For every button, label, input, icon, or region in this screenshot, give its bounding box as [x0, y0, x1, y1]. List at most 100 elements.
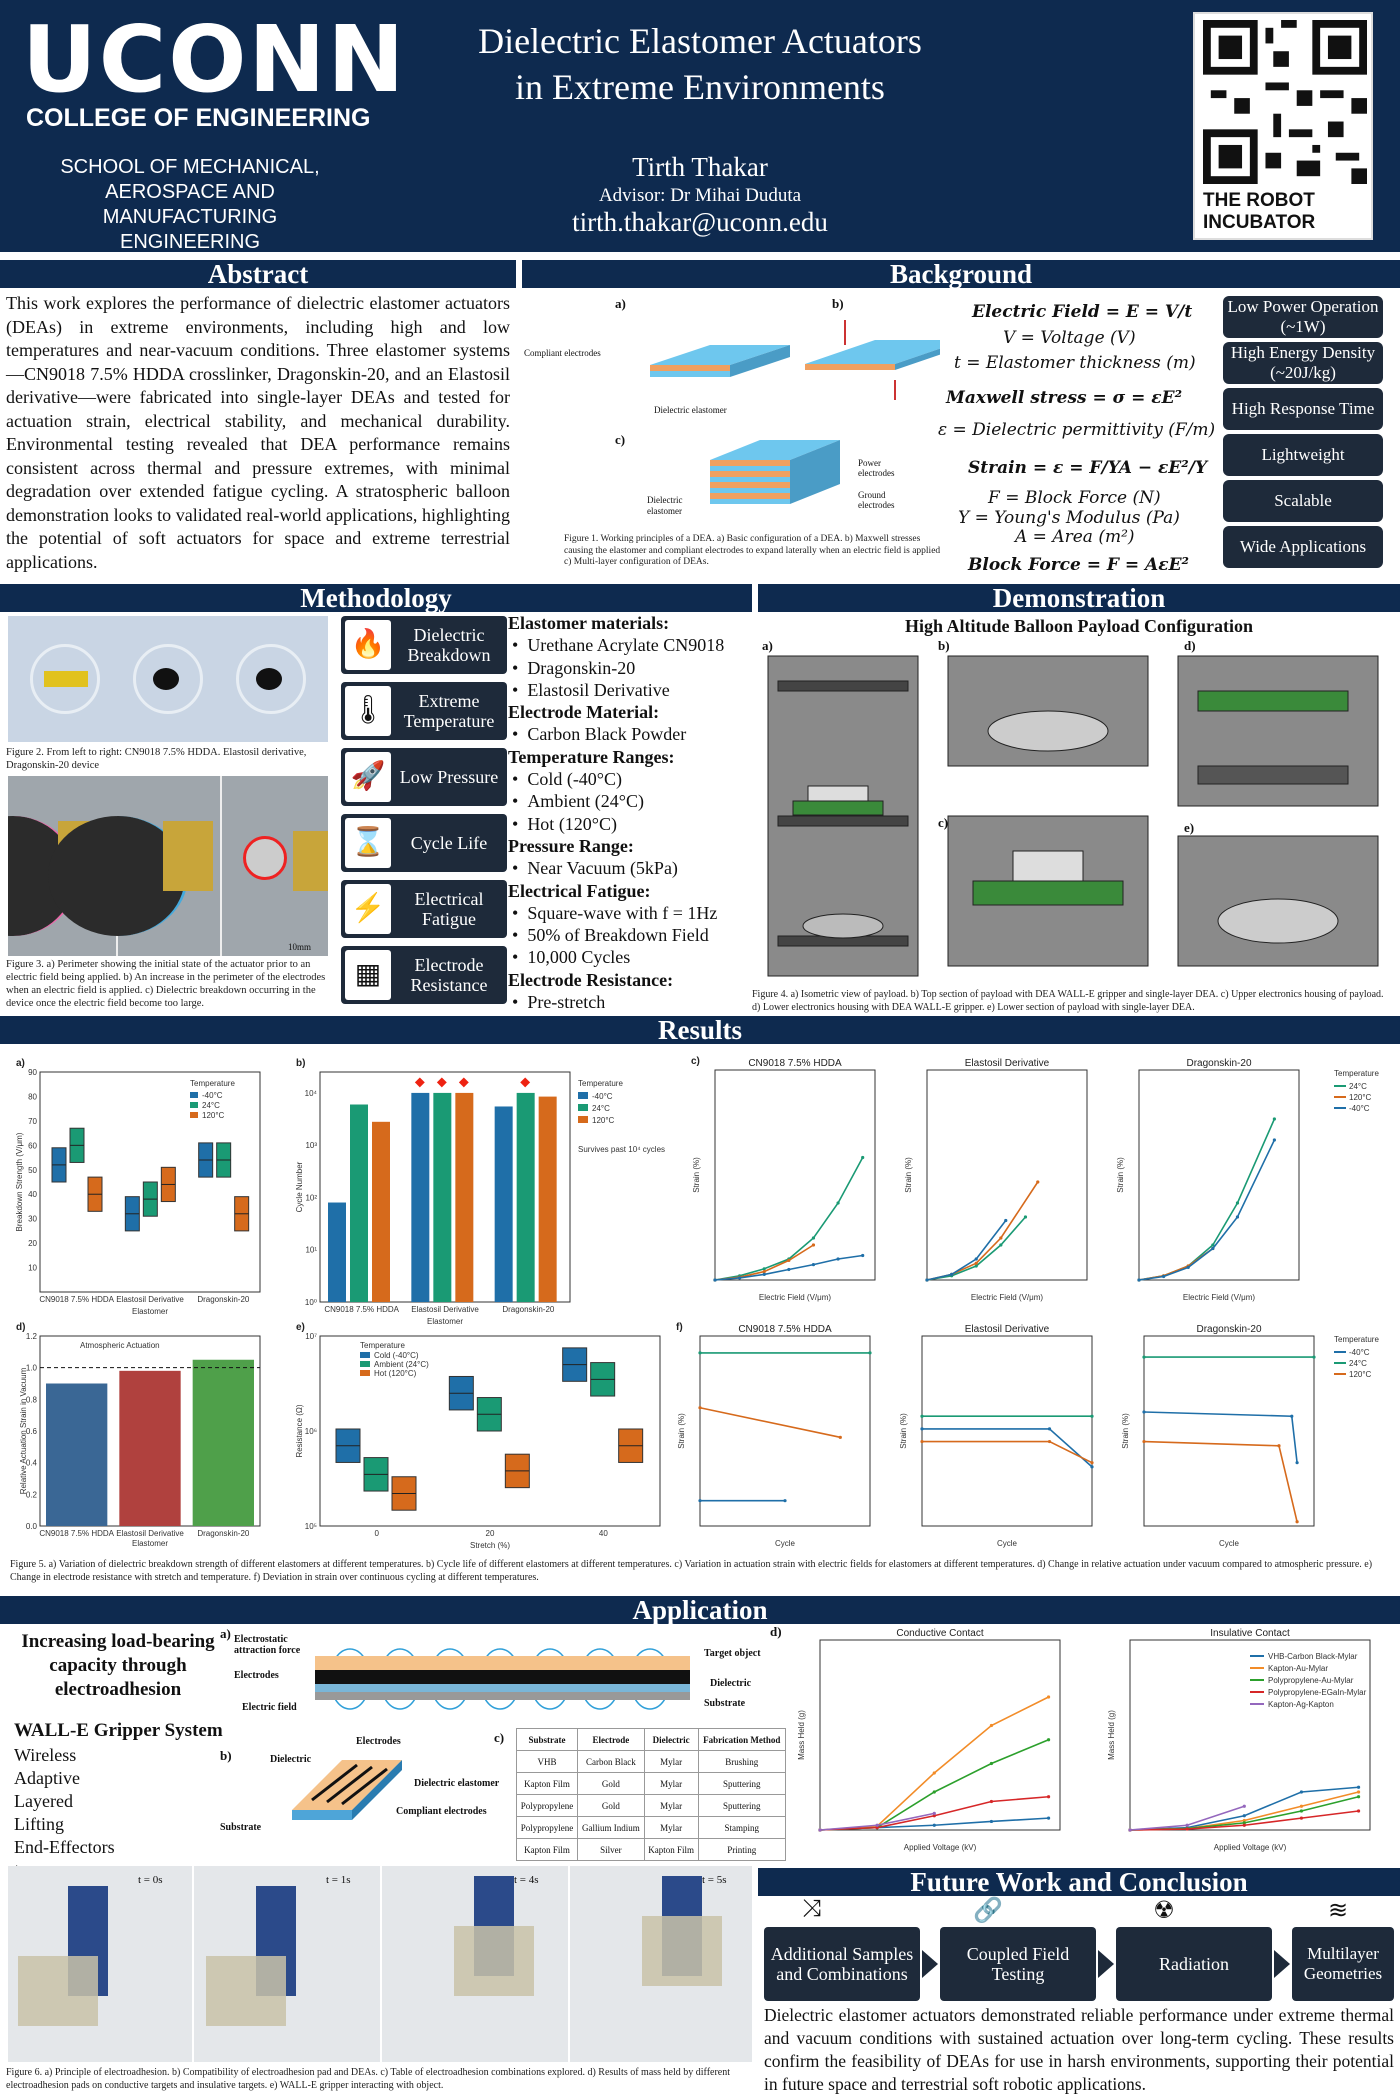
data-point	[932, 1771, 936, 1775]
method-extreme-temperature: 🌡 Extreme Temperature	[341, 682, 507, 740]
label-substrate-a: Substrate	[704, 1698, 746, 1709]
data-point	[1299, 1804, 1304, 1808]
breakdown-spot	[243, 836, 287, 880]
fig5-caption: Figure 5. a) Variation of dielectric bre…	[10, 1559, 1373, 1583]
tick-label: 1.2	[26, 1332, 38, 1341]
data-point	[1235, 1201, 1240, 1205]
panel-title: CN9018 7.5% HDDA	[748, 1058, 842, 1069]
x-axis-label: Elastomer	[427, 1317, 463, 1326]
tick-label: 70	[28, 1117, 37, 1126]
data-point	[1047, 1427, 1052, 1431]
demonstration-subheading: High Altitude Balloon Payload Configurat…	[904, 616, 1254, 636]
eq-maxwell-stress: Maxwell stress = σ = εE²	[946, 388, 1183, 408]
tick-label: 80	[28, 1092, 37, 1101]
table-cell: Polypropylene	[515, 1794, 579, 1817]
panel-label: a)	[16, 1058, 25, 1069]
data-point	[783, 1499, 787, 1503]
legend-label: Kapton-Ag-Kapton	[1268, 1700, 1334, 1709]
x-axis-label: Cycle	[997, 1539, 1018, 1548]
fig1-panel-c: c)	[615, 432, 626, 447]
plot-frame	[921, 1335, 1093, 1527]
dea-multilayer	[710, 440, 840, 504]
qr-code-icon[interactable]	[1203, 20, 1367, 184]
poster-header: UCONN COLLEGE OF ENGINEERING SCHOOL OF M…	[0, 0, 1400, 253]
panel-title: Dragonskin-20	[1186, 1058, 1251, 1069]
fig4-panel-c: c)	[938, 815, 949, 830]
benefit-energy-density: High Energy Density (~20J/kg)	[1223, 342, 1383, 384]
label-electrodes-a: Electrodes	[234, 1670, 279, 1681]
benefit-lightweight: Lightweight	[1223, 434, 1383, 476]
target-box	[454, 1926, 534, 1996]
legend-label: -40°C	[1349, 1104, 1370, 1113]
legend-swatch	[360, 1352, 370, 1358]
bar	[516, 1092, 535, 1302]
pressure-item: Near Vacuum (5kPa)	[508, 857, 758, 879]
bar	[494, 1106, 513, 1302]
data-point	[861, 1253, 865, 1258]
data-point	[1185, 1823, 1189, 1827]
series-line	[1143, 1440, 1298, 1522]
x-axis-label: Elastomer	[132, 1539, 168, 1548]
x-axis-label: Electric Field (V/μm)	[971, 1293, 1044, 1302]
elastomer-heading: Elastomer materials:	[508, 613, 670, 633]
demonstration-heading: Demonstration	[758, 584, 1400, 612]
table-cell: Gold	[577, 1794, 645, 1817]
method-electrode-resistance: ▦ Electrode Resistance	[341, 946, 507, 1004]
y-axis-label: Strain (%)	[904, 1157, 913, 1193]
poster-title: Dielectric Elastomer Actuators in Extrem…	[400, 18, 1000, 110]
plot-frame	[1143, 1335, 1315, 1527]
fig6-caption: Figure 6. a) Principle of electroadhesio…	[6, 2067, 731, 2091]
author-email[interactable]: tirth.thakar@uconn.edu	[572, 207, 828, 237]
title-line-2: in Extreme Environments	[515, 67, 885, 107]
data-point	[1211, 1246, 1215, 1251]
tick-label: 10⁶	[305, 1427, 317, 1436]
electroadhesion-charts: Conductive Contact Applied Voltage (kV) Ma…	[797, 1628, 1371, 1852]
layers-icon: ≋	[1327, 1898, 1349, 1924]
device-film-2	[153, 668, 179, 690]
data-point	[1142, 1410, 1146, 1414]
results-heading: Results	[0, 1016, 1400, 1044]
arrow-icon	[1098, 1950, 1114, 1978]
data-point	[925, 1278, 929, 1282]
data-point	[713, 1278, 717, 1282]
thermometer-icon: 🌡	[345, 686, 391, 736]
tick-label: CN9018 7.5% HDDA	[39, 1529, 114, 1538]
data-point	[838, 1435, 842, 1439]
device-photo	[8, 616, 328, 742]
legend-title: Temperature	[578, 1079, 623, 1088]
x-axis-label: Electric Field (V/μm)	[1183, 1293, 1256, 1302]
fig4-panel-a: a)	[762, 638, 773, 653]
tick-label: Dragonskin-20	[197, 1529, 250, 1538]
gripper-photos: t = 0s t = 1s t = 4s t = 5s	[8, 1866, 752, 2062]
method-label: Low Pressure	[399, 767, 499, 787]
device-film-3	[256, 668, 282, 690]
y-axis-label: Strain (%)	[1116, 1157, 1125, 1193]
title-line-1: Dielectric Elastomer Actuators	[478, 21, 922, 61]
temperature-heading: Temperature Ranges:	[508, 746, 675, 767]
plot-frame	[714, 1069, 876, 1281]
plot-frame	[926, 1069, 1088, 1281]
dea-single-layer	[650, 345, 790, 377]
data-point	[787, 1258, 791, 1262]
method-electrical-fatigue: ⚡ Electrical Fatigue	[341, 880, 507, 938]
method-cycle-life: ⌛ Cycle Life	[341, 814, 507, 872]
label-dielectric-elastomer: Dielectric elastomer	[654, 405, 727, 415]
data-point	[950, 1272, 954, 1276]
data-point	[1162, 1274, 1166, 1279]
method-label: Dielectric Breakdown	[407, 625, 491, 665]
survivor-marker	[414, 1077, 425, 1088]
data-point	[974, 1264, 978, 1268]
eq-block-force-def: Block Force = F = AεE²	[968, 555, 1189, 575]
method-low-pressure: 🚀 Low Pressure	[341, 748, 507, 806]
arrow-icon	[1274, 1950, 1290, 1978]
tick-label: 90	[28, 1068, 37, 1077]
data-point	[1356, 1785, 1361, 1789]
data-point	[989, 1761, 994, 1766]
data-point	[875, 1823, 879, 1827]
data-point	[1312, 1355, 1316, 1359]
breakdown-photo: 10mm	[8, 776, 328, 956]
survivor-marker	[436, 1077, 447, 1088]
legend-swatch	[190, 1092, 198, 1098]
table-header: Substrate	[515, 1728, 579, 1751]
qr-panel[interactable]: THE ROBOT INCUBATOR	[1193, 12, 1373, 240]
